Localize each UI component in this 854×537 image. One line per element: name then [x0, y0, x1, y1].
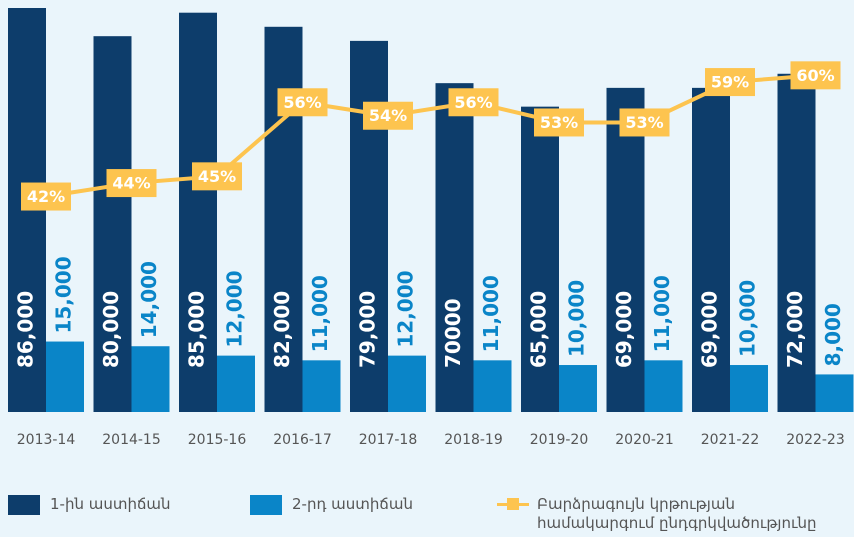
bar: [815, 374, 854, 412]
legend-swatch: [8, 495, 40, 515]
line-value-label: 53%: [625, 113, 663, 132]
line-point: [705, 68, 755, 97]
bar-value-label: 80,000: [99, 291, 123, 368]
bar-value-label: 11,000: [650, 275, 674, 352]
legend-label: 2-րդ աստիճան: [292, 495, 413, 513]
bar: [559, 365, 597, 412]
bar: [521, 106, 559, 413]
bar-value-label: 12,000: [394, 270, 418, 347]
bar: [435, 83, 474, 413]
x-tick-label: 2020-21: [615, 432, 674, 448]
line-point: [192, 162, 242, 191]
bar-value-label: 15,000: [52, 256, 76, 333]
x-tick-label: 2013-14: [17, 432, 76, 448]
bar-value-label: 79,000: [356, 291, 380, 368]
line-value-label: 59%: [711, 73, 749, 92]
bar: [644, 360, 683, 412]
x-tick-label: 2021-22: [701, 432, 760, 448]
legend-label: 1-ին աստիճան: [50, 495, 171, 513]
line-point: [790, 61, 841, 90]
bar-value-label: 82,000: [270, 291, 294, 368]
legend-marker: [507, 498, 519, 510]
bar-value-label: 69,000: [612, 291, 636, 368]
line-point: [277, 88, 328, 117]
bar: [606, 87, 645, 412]
bar: [730, 365, 768, 412]
bar: [46, 341, 84, 412]
line-value-label: 44%: [112, 174, 150, 193]
line-point: [21, 182, 71, 211]
line-point: [106, 169, 157, 198]
line-value-label: 42%: [27, 187, 65, 206]
bar: [179, 12, 217, 413]
plot: 2013-14 86,000 15,000 2014-15 80,000 14,000 20…: [8, 8, 854, 448]
bar-value-label: 72,000: [783, 291, 807, 368]
line: [45, 73, 816, 199]
bar-value-label: 86,000: [14, 291, 38, 368]
bar: [473, 360, 512, 412]
legend-swatch: [250, 495, 282, 515]
line-value-label: 54%: [369, 106, 407, 125]
x-tick-label: 2019-20: [530, 432, 589, 448]
x-tick-label: 2022-23: [786, 432, 845, 448]
x-tick-label: 2014-15: [102, 432, 161, 448]
bar: [302, 360, 341, 412]
x-tick-label: 2017-18: [359, 432, 418, 448]
line-value-label: 56%: [454, 93, 492, 112]
line-point: [619, 108, 670, 137]
bar-value-label: 10,000: [736, 280, 760, 357]
bar: [388, 355, 426, 412]
bar-value-label: 65,000: [527, 291, 551, 368]
bar-value-label: 14,000: [137, 261, 161, 338]
bar-value-label: 11,000: [479, 275, 503, 352]
line-point: [448, 88, 499, 117]
line-point: [363, 101, 413, 130]
line-value-label: 56%: [283, 93, 321, 112]
bar-value-label: 12,000: [223, 270, 247, 347]
line-point: [534, 108, 584, 137]
bar-value-label: 70000: [441, 298, 465, 368]
bar-value-label: 11,000: [308, 275, 332, 352]
line-value-label: 45%: [198, 167, 236, 186]
bar-value-label: 69,000: [698, 291, 722, 368]
line-value-label: 53%: [540, 113, 578, 132]
x-tick-label: 2016-17: [273, 432, 332, 448]
legend-label: Բարձրագույն կրթության համակարգում ընդգրկ…: [537, 495, 817, 532]
bar-value-label: 10,000: [565, 280, 589, 357]
x-tick-label: 2018-19: [444, 432, 503, 448]
bar-value-label: 85,000: [185, 291, 209, 368]
line-value-label: 60%: [796, 66, 834, 85]
bar: [93, 36, 132, 413]
bar-value-label: 8,000: [821, 303, 845, 366]
bar: [131, 346, 170, 412]
bar: [217, 355, 255, 412]
bar: [692, 87, 730, 412]
x-tick-label: 2015-16: [188, 432, 247, 448]
bar: [777, 73, 816, 412]
